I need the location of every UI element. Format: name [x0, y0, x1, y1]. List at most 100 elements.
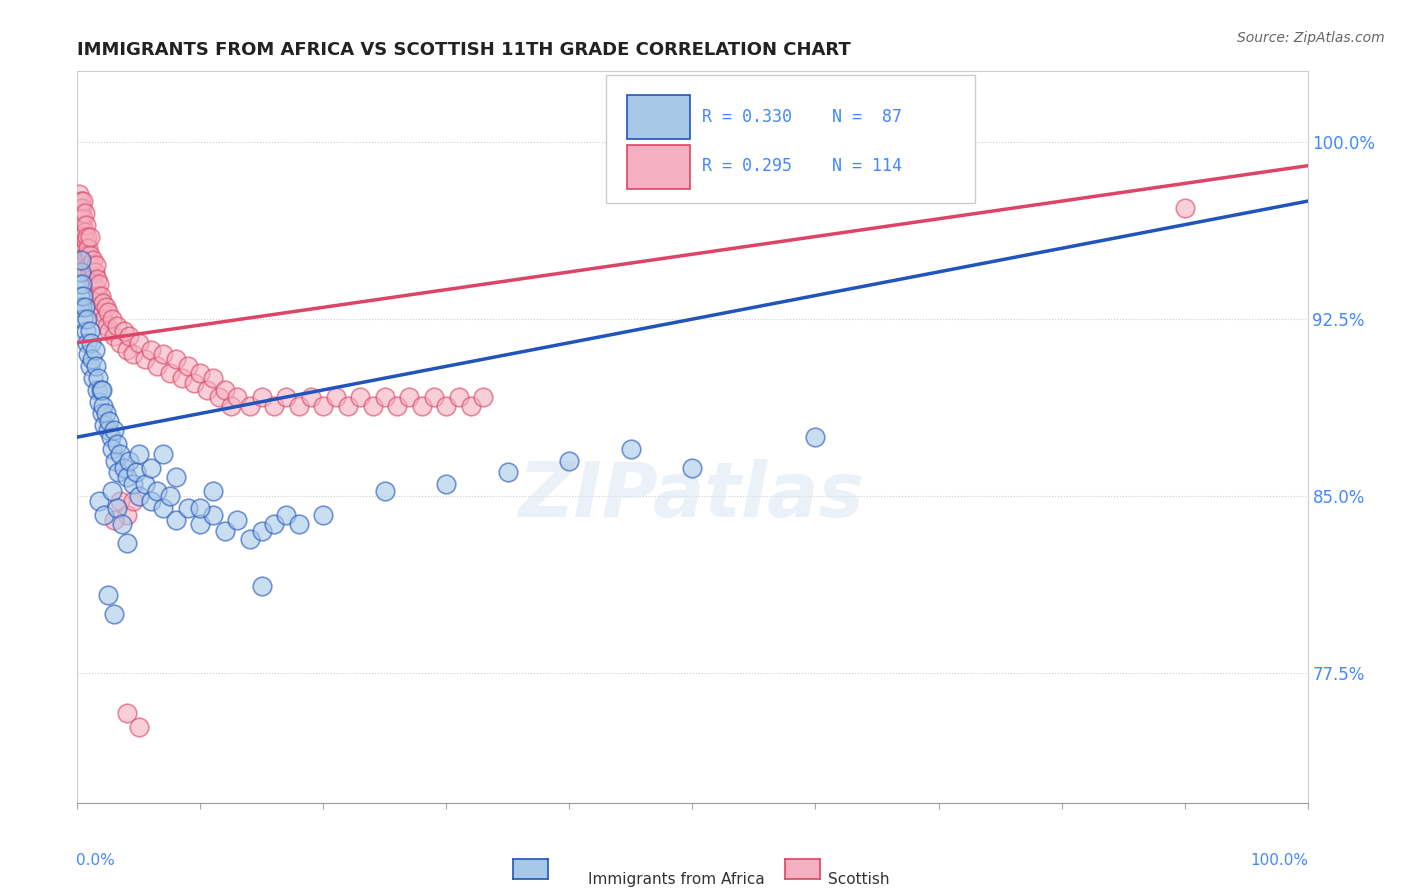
Point — [94, 407, 117, 421]
Point — [110, 335, 132, 350]
Point — [82, 253, 104, 268]
Point — [165, 513, 187, 527]
Point — [115, 706, 138, 720]
Point — [84, 281, 107, 295]
Point — [69, 234, 91, 248]
Point — [103, 513, 125, 527]
Point — [79, 359, 101, 374]
Point — [105, 319, 128, 334]
Point — [86, 272, 108, 286]
Point — [239, 532, 262, 546]
Point — [682, 460, 704, 475]
Point — [152, 500, 174, 515]
Text: Source: ZipAtlas.com: Source: ZipAtlas.com — [1237, 31, 1385, 45]
Point — [128, 489, 150, 503]
Point — [460, 400, 482, 414]
Point — [94, 301, 117, 315]
Point — [73, 225, 96, 239]
Point — [79, 324, 101, 338]
Point — [159, 367, 181, 381]
Point — [100, 430, 122, 444]
Point — [250, 579, 273, 593]
Point — [97, 423, 120, 437]
Point — [101, 442, 124, 456]
Point — [349, 390, 371, 404]
Point — [214, 524, 236, 539]
Point — [188, 517, 212, 532]
Point — [288, 400, 311, 414]
Point — [118, 328, 141, 343]
Point — [128, 335, 150, 350]
Point — [76, 312, 98, 326]
Point — [110, 493, 132, 508]
Point — [103, 328, 125, 343]
Point — [312, 400, 335, 414]
Point — [80, 335, 103, 350]
Point — [125, 466, 148, 480]
Point — [472, 390, 495, 404]
Point — [299, 390, 322, 404]
Point — [101, 312, 124, 326]
Point — [195, 383, 218, 397]
Point — [77, 241, 100, 255]
Point — [118, 453, 141, 467]
Text: R = 0.295    N = 114: R = 0.295 N = 114 — [703, 158, 903, 176]
Point — [98, 324, 121, 338]
Point — [170, 371, 193, 385]
Point — [141, 460, 163, 475]
Point — [70, 194, 93, 208]
Point — [89, 277, 111, 291]
Point — [84, 359, 107, 374]
Point — [398, 390, 420, 404]
Point — [201, 371, 224, 385]
FancyBboxPatch shape — [627, 145, 690, 189]
Point — [111, 517, 132, 532]
Point — [72, 312, 94, 326]
Point — [337, 400, 360, 414]
Point — [90, 383, 112, 397]
Point — [214, 383, 236, 397]
Point — [201, 484, 224, 499]
Point — [72, 288, 94, 302]
Point — [411, 400, 433, 414]
Point — [146, 359, 169, 374]
Point — [112, 324, 135, 338]
Point — [73, 206, 96, 220]
Point — [96, 319, 118, 334]
Point — [91, 295, 114, 310]
Point — [82, 371, 104, 385]
Point — [97, 305, 120, 319]
Point — [152, 347, 174, 361]
Point — [188, 500, 212, 515]
Point — [89, 394, 111, 409]
Text: R = 0.330    N =  87: R = 0.330 N = 87 — [703, 108, 903, 126]
Point — [250, 390, 273, 404]
Point — [115, 508, 138, 522]
Point — [76, 265, 98, 279]
Point — [70, 301, 93, 315]
Point — [70, 211, 93, 225]
Point — [73, 241, 96, 255]
Point — [105, 500, 128, 515]
Point — [67, 225, 90, 239]
Point — [76, 229, 98, 244]
Point — [70, 234, 93, 248]
Point — [208, 390, 231, 404]
Point — [101, 484, 124, 499]
Point — [70, 265, 93, 279]
Point — [75, 218, 97, 232]
Point — [423, 390, 446, 404]
Point — [91, 400, 114, 414]
Point — [177, 359, 200, 374]
Point — [93, 312, 115, 326]
Point — [325, 390, 347, 404]
Point — [374, 484, 396, 499]
Point — [103, 423, 125, 437]
Point — [141, 493, 163, 508]
Point — [79, 229, 101, 244]
Point — [82, 272, 104, 286]
FancyBboxPatch shape — [606, 75, 976, 203]
Text: IMMIGRANTS FROM AFRICA VS SCOTTISH 11TH GRADE CORRELATION CHART: IMMIGRANTS FROM AFRICA VS SCOTTISH 11TH … — [77, 41, 851, 59]
Point — [77, 258, 100, 272]
Point — [121, 347, 143, 361]
